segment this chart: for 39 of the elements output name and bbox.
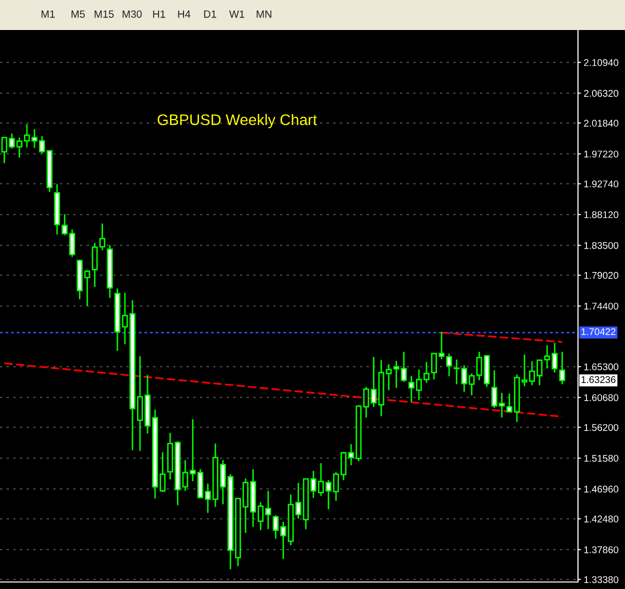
candlestick xyxy=(476,351,482,381)
y-tick-label: 1.42480 xyxy=(584,516,618,522)
text: GBPUSD Weekly Chart xyxy=(158,114,317,128)
y-tick-label: 1.51580 xyxy=(584,454,618,462)
candlestick xyxy=(99,222,106,251)
ref-line-label: 1.70422 xyxy=(582,328,616,336)
y-tick-label: 1.74400 xyxy=(584,302,618,310)
y-tick-label: 1.97220 xyxy=(584,150,618,158)
candlestick xyxy=(84,270,90,307)
y-tick-label: 1.65300 xyxy=(584,363,618,370)
candlestick xyxy=(190,418,196,482)
text: M1 xyxy=(42,10,55,18)
text: MN xyxy=(256,10,272,18)
text: H4 xyxy=(178,10,190,18)
y-tick-label: 1.92740 xyxy=(584,180,618,188)
candlestick xyxy=(386,364,392,391)
candlestick xyxy=(92,242,98,288)
y-tick-label: 1.33380 xyxy=(584,576,618,584)
y-tick-label: 2.06320 xyxy=(584,90,618,97)
y-tick-label: 1.60680 xyxy=(584,394,618,402)
y-tick-label: 2.01840 xyxy=(584,120,618,127)
text: M5 xyxy=(72,10,85,18)
candlestick xyxy=(280,521,286,560)
candlestick xyxy=(182,460,188,492)
text: W1 xyxy=(229,10,244,18)
y-tick-label: 1.88120 xyxy=(584,211,618,218)
y-tick-label: 1.79020 xyxy=(584,272,618,279)
y-tick-label: 1.83500 xyxy=(584,242,618,249)
y-tick-label: 1.46960 xyxy=(584,486,618,493)
candlestick xyxy=(272,514,279,540)
y-tick-label: 1.56200 xyxy=(584,424,618,431)
candlestick xyxy=(559,351,566,385)
text: M30 xyxy=(122,10,142,18)
text: D1 xyxy=(204,10,216,18)
text: H1 xyxy=(153,10,166,18)
text: M15 xyxy=(94,10,114,18)
y-tick-label: 1.37860 xyxy=(584,546,618,554)
y-tick-label: 2.10940 xyxy=(584,59,618,66)
annotation: 1.63236 xyxy=(582,376,616,384)
